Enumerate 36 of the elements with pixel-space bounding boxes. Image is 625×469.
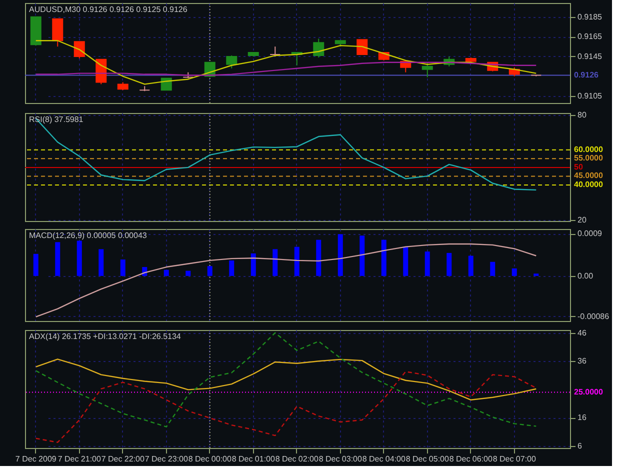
x-tick-label: 8 Dec 00:00 bbox=[188, 454, 232, 464]
y-tick-label: 0.0009 bbox=[578, 229, 603, 238]
y-tick-label: -0.00086 bbox=[578, 312, 610, 321]
chart-title: RSI(8) 37.5981 bbox=[29, 115, 84, 124]
chart-title: MACD(12,26,9) 0.00005 0.00043 bbox=[29, 231, 148, 240]
x-tick-label: 8 Dec 01:00 bbox=[232, 454, 276, 464]
y-tick-label: 20 bbox=[578, 216, 587, 225]
y-tick-label: 0.9185 bbox=[578, 12, 603, 22]
y-tick-label: 0.9145 bbox=[578, 52, 603, 61]
chart-title: ADX(14) 26.1735 +DI:13.0271 -DI:26.5134 bbox=[29, 332, 182, 341]
x-tick-label: 7 Dec 23:00 bbox=[144, 454, 188, 464]
x-tick-label: 7 Dec 22:00 bbox=[101, 454, 145, 464]
y-tick-label: 0.9105 bbox=[578, 92, 603, 101]
y-tick-label: 46 bbox=[578, 328, 587, 338]
ref-line-label: 40.0000 bbox=[574, 180, 604, 189]
ref-line-label: 25.0000 bbox=[574, 387, 604, 396]
ref-line-label: 55.0000 bbox=[574, 154, 604, 163]
x-tick-label: 7 Dec 21:00 bbox=[58, 454, 102, 464]
x-tick-label: 8 Dec 04:00 bbox=[362, 454, 406, 464]
y-tick-label: 6 bbox=[578, 442, 582, 451]
ref-line-label: 60.0000 bbox=[574, 144, 604, 154]
y-tick-label: 16 bbox=[578, 413, 587, 422]
y-tick-label: 0.00 bbox=[578, 271, 594, 280]
ref-line-label: 45.0000 bbox=[574, 171, 604, 180]
x-tick-label: 8 Dec 05:00 bbox=[406, 454, 450, 464]
ref-line-label: 50 bbox=[574, 162, 584, 172]
x-tick-label: 8 Dec 03:00 bbox=[318, 454, 362, 464]
x-tick-label: 8 Dec 07:00 bbox=[492, 454, 536, 464]
x-tick-label: 8 Dec 02:00 bbox=[275, 454, 319, 464]
ref-line-label: 0.9126 bbox=[574, 70, 600, 80]
y-tick-label: 0.9165 bbox=[578, 32, 603, 42]
x-tick-label: 8 Dec 06:00 bbox=[449, 454, 493, 464]
y-tick-label: 80 bbox=[578, 110, 587, 120]
y-tick-label: 36 bbox=[578, 356, 587, 366]
chart-title: AUDUSD,M30 0.9126 0.9126 0.9125 0.9126 bbox=[29, 5, 188, 14]
x-tick-label: 7 Dec 2009 bbox=[15, 454, 57, 464]
